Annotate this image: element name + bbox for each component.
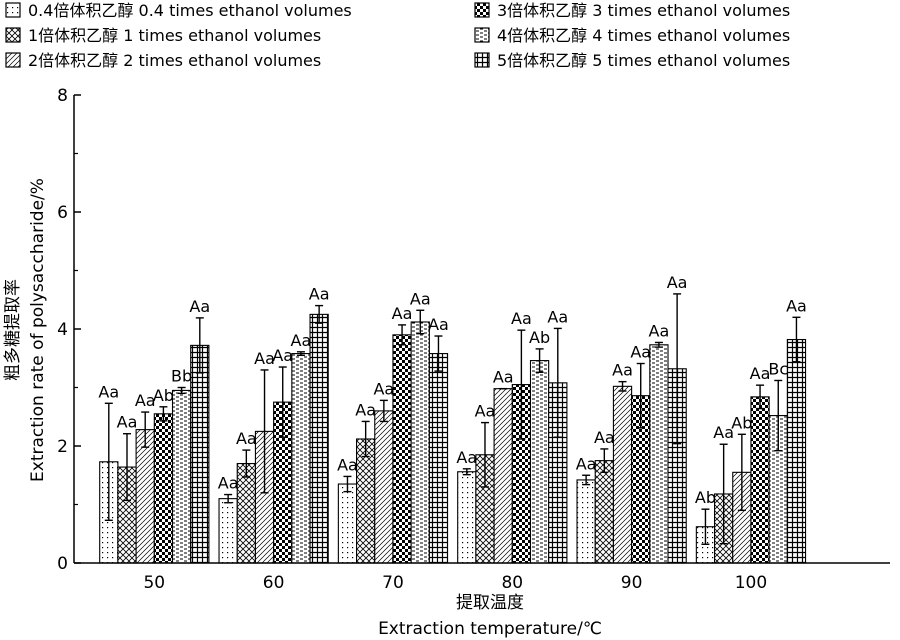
y-tick-label: 0	[57, 554, 68, 574]
legend-swatch	[474, 52, 490, 68]
y-tick-label: 8	[57, 86, 68, 106]
legend-label: 3倍体积乙醇 3 times ethanol volumes	[497, 1, 790, 20]
significance-label: Aa	[373, 379, 394, 398]
x-tick-label: 70	[382, 573, 404, 593]
axes: 0 2 4 6 8 50 60 70 80 90 100	[57, 86, 890, 593]
significance-label: Aa	[236, 429, 257, 448]
legend-label: 5倍体积乙醇 5 times ethanol volumes	[497, 51, 790, 70]
significance-label: Aa	[750, 364, 771, 383]
bar	[457, 471, 477, 564]
bar	[612, 385, 633, 564]
significance-label: Aa	[291, 331, 312, 350]
bar	[356, 438, 376, 564]
bar	[309, 313, 329, 564]
bar	[218, 498, 238, 564]
bar	[374, 410, 394, 564]
y-axis-title-en: Extraction rate of polysaccharide/%	[28, 178, 48, 482]
significance-label: Ab	[529, 328, 550, 347]
significance-label: Aa	[713, 423, 734, 442]
significance-label: Aa	[612, 361, 633, 380]
significance-label: Aa	[218, 474, 239, 493]
legend-swatch	[474, 27, 490, 43]
bar	[428, 353, 449, 564]
legend-label: 4倍体积乙醇 4 times ethanol volumes	[497, 26, 790, 45]
significance-label: Aa	[337, 455, 358, 474]
significance-label: Aa	[786, 296, 807, 315]
bar	[171, 389, 192, 564]
significance-label: Aa	[547, 307, 568, 326]
x-tick-label: 80	[501, 573, 523, 593]
bar	[236, 462, 256, 564]
significance-label: Aa	[576, 454, 597, 473]
significance-label: Aa	[98, 382, 119, 401]
significance-label: Aa	[493, 368, 514, 387]
significance-label: Aa	[254, 349, 275, 368]
significance-label: Aa	[594, 428, 615, 447]
bar	[153, 413, 174, 564]
significance-label: Aa	[456, 448, 477, 467]
bar	[190, 344, 210, 564]
legend: 0.4倍体积乙醇 0.4 times ethanol volumes 1倍体积乙醇…	[5, 1, 790, 70]
significance-label: Aa	[117, 413, 138, 432]
x-tick-label: 90	[621, 573, 643, 593]
significance-label: Aa	[392, 304, 413, 323]
bar	[786, 338, 807, 564]
legend-swatch	[5, 2, 21, 18]
significance-label: Aa	[309, 285, 330, 304]
bar	[594, 460, 614, 564]
significance-label: Aa	[410, 289, 431, 308]
bar	[291, 353, 311, 564]
x-axis-title-cn: 提取温度	[456, 593, 524, 613]
legend-label: 2倍体积乙醇 2 times ethanol volumes	[28, 51, 321, 70]
significance-label: Aa	[355, 400, 376, 419]
bar	[649, 344, 669, 564]
significance-label: Aa	[630, 343, 651, 362]
bar	[410, 321, 430, 564]
bar	[529, 360, 550, 564]
significance-label: Ab	[731, 413, 752, 432]
y-axis-title-cn: 粗多糖提取率	[3, 279, 23, 381]
significance-label: Bc	[768, 359, 788, 378]
x-tick-label: 50	[143, 573, 165, 593]
bar	[135, 429, 155, 564]
legend-swatch	[5, 27, 21, 43]
significance-label: Aa	[189, 297, 210, 316]
significance-label: Aa	[667, 273, 688, 292]
legend-label: 0.4倍体积乙醇 0.4 times ethanol volumes	[28, 1, 352, 20]
significance-label: Aa	[475, 402, 496, 421]
bar	[337, 483, 358, 564]
bar	[750, 396, 770, 564]
significance-label: Ab	[695, 488, 716, 507]
significance-label: Aa	[511, 309, 532, 328]
y-tick-label: 6	[57, 203, 68, 223]
significance-label: Ab	[153, 386, 174, 405]
bar	[493, 388, 513, 564]
significance-label: Aa	[135, 391, 156, 410]
significance-label: Bb	[171, 367, 192, 386]
significance-label: Aa	[428, 315, 449, 334]
legend-swatch	[474, 2, 490, 18]
significance-label: Aa	[272, 346, 293, 365]
y-tick-label: 2	[57, 437, 68, 457]
legend-label: 1倍体积乙醇 1 times ethanol volumes	[28, 26, 321, 45]
x-tick-label: 100	[735, 573, 767, 593]
bar	[392, 334, 412, 564]
y-tick-label: 4	[57, 320, 68, 340]
bar	[576, 479, 596, 564]
legend-swatch	[5, 52, 21, 68]
x-tick-label: 60	[263, 573, 285, 593]
significance-label: Aa	[649, 321, 670, 340]
x-axis-title-en: Extraction temperature/℃	[378, 619, 602, 639]
